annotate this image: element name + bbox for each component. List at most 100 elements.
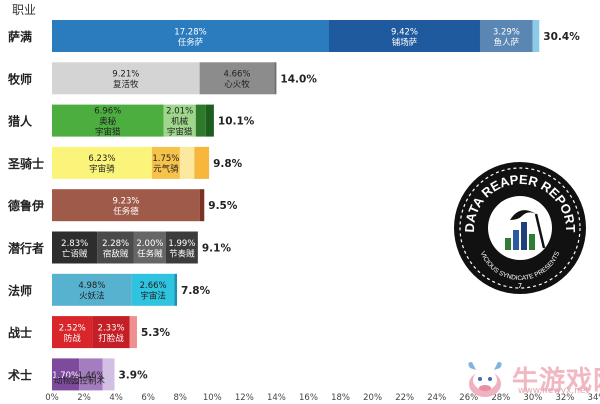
bar-segment xyxy=(532,20,540,52)
class-row: 牧师 9.21%复活牧 4.66%心火牧 14.0% xyxy=(8,62,317,95)
bar-segment xyxy=(328,20,480,52)
x-tick-label: 28% xyxy=(491,393,510,403)
svg-text:7: 7 xyxy=(518,282,522,290)
x-tick-label: 14% xyxy=(267,393,286,403)
cow-mascot-icon xyxy=(468,362,502,397)
bar-segment xyxy=(52,316,93,349)
segment-value-label: 2.66% xyxy=(140,281,167,291)
class-label: 法师 xyxy=(8,283,32,298)
bar-segment xyxy=(194,146,210,179)
segment-name-label: 复活牧 xyxy=(113,79,139,90)
segment-name-label: 宇宙骑 xyxy=(89,164,115,175)
segment-name-label: 任务贼 xyxy=(137,248,163,259)
class-label: 猎人 xyxy=(8,114,33,129)
watermark: 牛游戏网 www.newyx.net xyxy=(462,358,600,400)
class-total-label: 14.0% xyxy=(280,73,317,85)
segment-name-label: 动物园控制术 xyxy=(54,375,106,386)
x-tick-label: 34% xyxy=(588,393,600,403)
bar-segment xyxy=(163,104,196,137)
segment-value-label: 17.28% xyxy=(174,27,206,37)
class-total-label: 30.4% xyxy=(543,31,580,43)
segment-name-label: 任务萨 xyxy=(178,37,204,48)
segment-value-label: 4.66% xyxy=(223,70,250,80)
bar-segment xyxy=(205,104,214,137)
class-row: 法师 4.98%火妖法 2.66%宇宙法 7.8% xyxy=(8,273,211,306)
segment-value-label: 1.70% xyxy=(52,371,79,381)
segment-value-label: 1.46% xyxy=(77,371,104,381)
class-label: 德鲁伊 xyxy=(8,198,44,213)
segment-value-label: 2.01% xyxy=(166,107,193,117)
class-row: 圣骑士 6.23%宇宙骑 1.75%元气骑 9.8% xyxy=(7,146,243,179)
segment-value-label: 2.83% xyxy=(61,239,88,249)
bar-segment xyxy=(199,189,205,222)
segment-value-label: 2.28% xyxy=(102,239,129,249)
class-total-label: 9.8% xyxy=(213,158,243,170)
watermark-url: www.newyx.net xyxy=(518,386,590,396)
bar-segment xyxy=(92,316,130,349)
segment-name-label: 铺场萨 xyxy=(392,37,418,48)
x-tick-label: 4% xyxy=(109,393,123,403)
segment-name-label: 心火牧 xyxy=(224,79,250,90)
class-row: 萨满 17.28%任务萨 9.42%铺场萨 3.29%鱼人萨 30.4% xyxy=(8,20,580,52)
class-total-label: 9.5% xyxy=(208,200,238,212)
segment-name-label: 宿敌贼 xyxy=(103,248,129,259)
class-row: 潜行者 2.83%亡语贼 2.28%宿敌贼 2.00%任务贼 1.99%节奏贼 9.1% xyxy=(8,231,231,264)
class-label: 战士 xyxy=(8,325,32,340)
class-label: 牧师 xyxy=(8,71,32,86)
class-total-label: 3.9% xyxy=(119,369,149,381)
bar-segment xyxy=(52,358,80,391)
segment-value-label: 2.00% xyxy=(136,239,163,249)
segment-name-label: 节奏贼 xyxy=(169,248,195,259)
bar-segment xyxy=(195,104,206,137)
segment-name-label: 元气骑 xyxy=(153,164,179,175)
segment-name-label: 亡语贼 xyxy=(62,248,88,259)
bar-segment xyxy=(165,231,198,264)
x-tick-label: 26% xyxy=(459,393,478,403)
bar-segment xyxy=(52,189,200,222)
x-tick-label: 30% xyxy=(523,393,542,403)
bar-segment xyxy=(52,20,329,52)
segment-name-label: 鱼人萨 xyxy=(494,37,520,48)
segment-value-label: 1.75% xyxy=(152,154,179,164)
segment-value-label: 6.23% xyxy=(88,154,115,164)
x-tick-label: 2% xyxy=(77,393,91,403)
bar-segment xyxy=(129,316,137,349)
bar-segment xyxy=(102,358,115,391)
segment-value-label: 1.99% xyxy=(168,239,195,249)
segment-name-label: 打脸战 xyxy=(98,333,124,344)
segment-name-label: 奥秘 xyxy=(99,116,117,127)
class-label: 萨满 xyxy=(8,29,32,44)
segment-name-label: 宇宙猎 xyxy=(95,127,121,138)
watermark-text: 牛游戏网 xyxy=(512,366,600,396)
segment-name-label: 宇宙猎 xyxy=(167,127,193,138)
segment-name-label: 宇宙法 xyxy=(140,291,166,302)
x-tick-label: 12% xyxy=(235,393,254,403)
segment-value-label: 9.21% xyxy=(112,70,139,80)
bar-segment xyxy=(151,146,180,179)
x-tick-label: 20% xyxy=(363,393,382,403)
class-label: 潜行者 xyxy=(8,241,44,256)
bar-segment xyxy=(52,146,152,179)
segment-name-label: 机械 xyxy=(171,116,189,127)
class-total-label: 5.3% xyxy=(141,327,171,339)
segment-name-label: 火妖法 xyxy=(79,291,105,302)
class-total-label: 7.8% xyxy=(181,285,211,297)
segment-name-label: 任务德 xyxy=(113,206,139,217)
bar-segment xyxy=(52,273,132,306)
data-reaper-report-logo: DATA REAPER REPORT VICIOUS SYNDICATE PRE… xyxy=(454,162,586,294)
bar-segment xyxy=(199,62,275,95)
segment-value-label: 9.23% xyxy=(112,196,139,206)
class-row: 战士 2.52%防战 2.33%打脸战 5.3% xyxy=(8,316,171,349)
x-tick-label: 10% xyxy=(203,393,222,403)
x-tick-label: 16% xyxy=(299,393,318,403)
bar-segment xyxy=(52,104,164,137)
segment-value-label: 2.52% xyxy=(59,323,86,333)
bar-segment xyxy=(79,358,103,391)
segment-name-label: 防战 xyxy=(64,333,82,344)
bar-segment xyxy=(174,273,178,306)
bar-segment xyxy=(133,231,166,264)
x-tick-label: 6% xyxy=(141,393,155,403)
class-row: 德鲁伊 9.23%任务德 9.5% xyxy=(8,189,238,222)
bar-segment xyxy=(131,273,175,306)
